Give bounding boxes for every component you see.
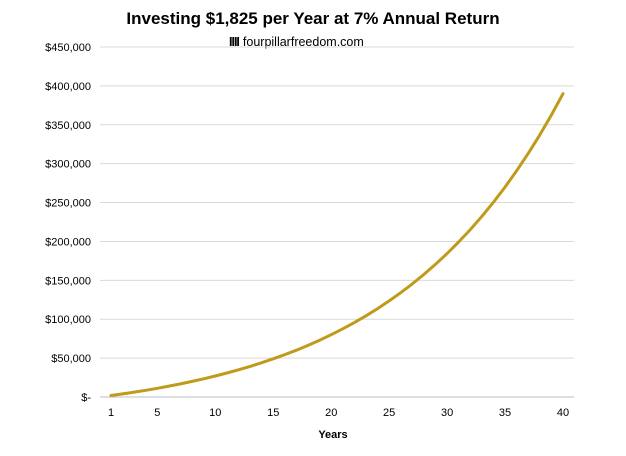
y-tick-label: $400,000 (45, 81, 91, 93)
y-tick-label: $100,000 (45, 314, 91, 326)
gridlines (100, 46, 574, 398)
x-tick-label: 1 (108, 407, 114, 419)
x-tick-label: 5 (154, 407, 160, 419)
y-tick-label: $350,000 (45, 120, 91, 132)
x-axis-title: Years (318, 429, 347, 441)
chart-title: Investing $1,825 per Year at 7% Annual R… (126, 9, 500, 28)
series-line (109, 92, 565, 397)
x-tick-label: 35 (499, 407, 511, 419)
x-tick-label: 40 (557, 407, 569, 419)
y-axis-tick-labels: $- $50,000 $100,000 $150,000 $200,000 $250,00… (45, 42, 91, 404)
x-tick-label: 30 (441, 407, 453, 419)
x-tick-label: 10 (209, 407, 221, 419)
four-pillar-logo-icon: IIII (229, 35, 240, 49)
y-tick-label: $250,000 (45, 198, 91, 210)
x-tick-label: 15 (267, 407, 279, 419)
watermark: IIII fourpillarfreedom.com (229, 35, 364, 49)
series-layer (109, 92, 565, 397)
y-tick-label: $200,000 (45, 236, 91, 248)
y-tick-label: $50,000 (51, 353, 91, 365)
y-tick-label: $- (81, 392, 91, 404)
y-tick-label: $150,000 (45, 275, 91, 287)
y-tick-label: $300,000 (45, 159, 91, 171)
y-tick-label: $450,000 (45, 42, 91, 54)
x-tick-label: 20 (325, 407, 337, 419)
x-axis-tick-labels: 1 5 10 15 20 25 30 35 40 (108, 407, 569, 419)
x-tick-label: 25 (383, 407, 395, 419)
watermark-text: fourpillarfreedom.com (242, 35, 364, 49)
